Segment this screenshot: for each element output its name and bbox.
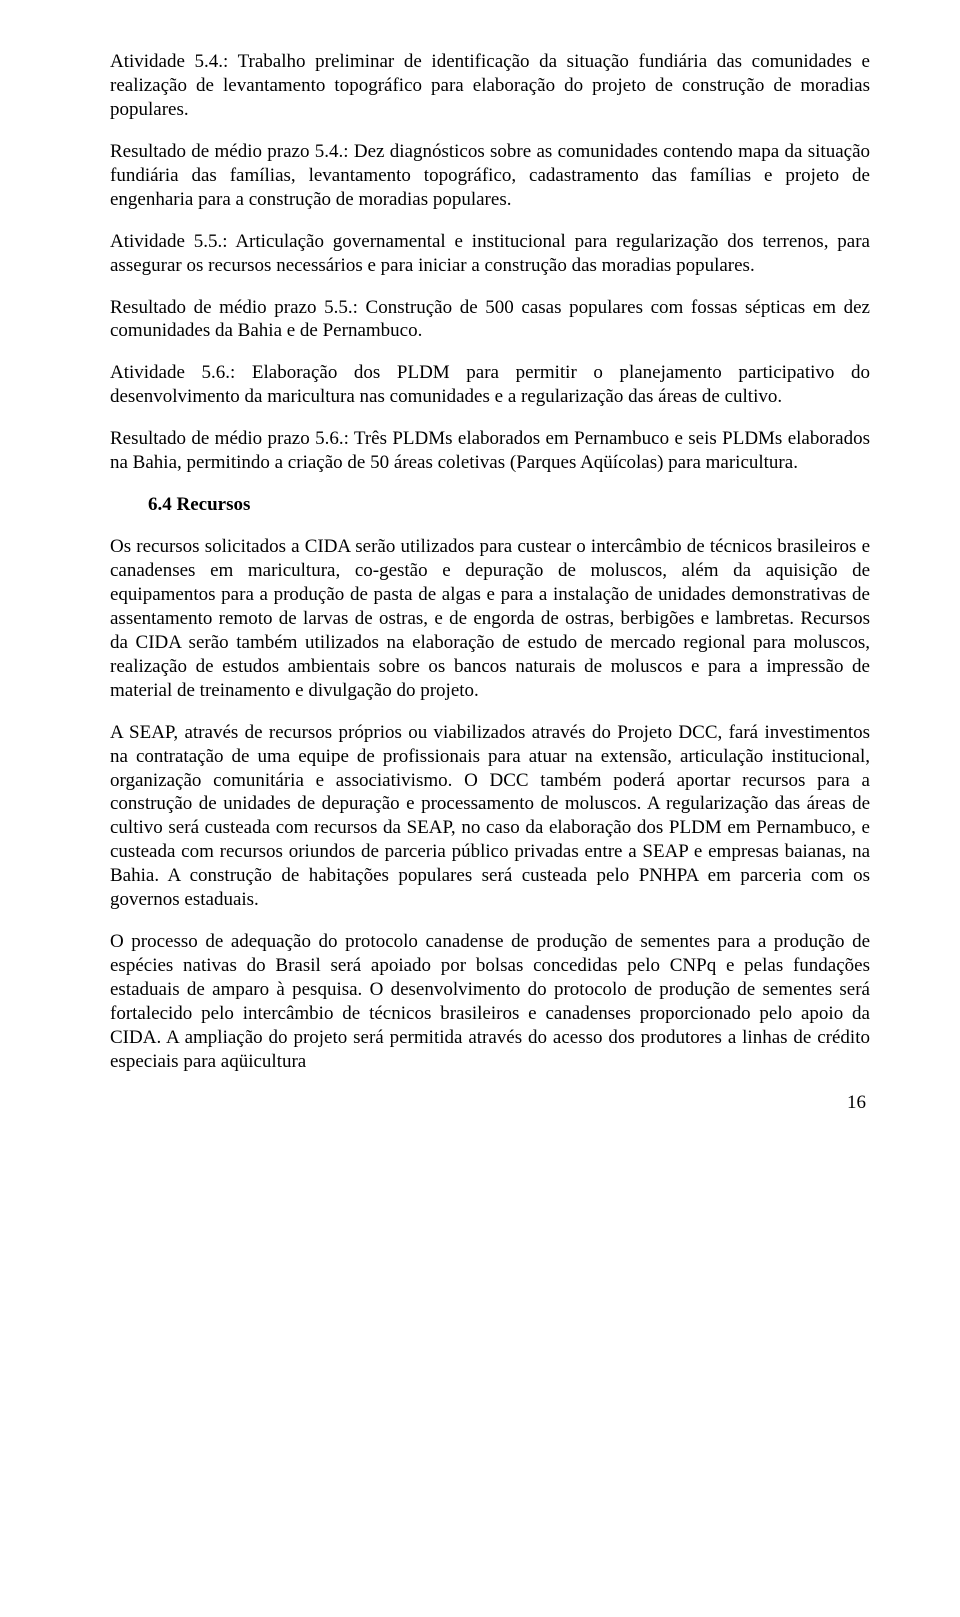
paragraph-activity-5-5: Atividade 5.5.: Articulação governamenta… (110, 230, 870, 278)
page-number: 16 (110, 1092, 870, 1114)
paragraph-result-5-4: Resultado de médio prazo 5.4.: Dez diagn… (110, 140, 870, 212)
paragraph-resources-1: Os recursos solicitados a CIDA serão uti… (110, 535, 870, 703)
paragraph-result-5-6: Resultado de médio prazo 5.6.: Três PLDM… (110, 427, 870, 475)
paragraph-result-5-5: Resultado de médio prazo 5.5.: Construçã… (110, 296, 870, 344)
document-page: Atividade 5.4.: Trabalho preliminar de i… (0, 0, 960, 1154)
paragraph-activity-5-4: Atividade 5.4.: Trabalho preliminar de i… (110, 50, 870, 122)
paragraph-resources-2: A SEAP, através de recursos próprios ou … (110, 721, 870, 913)
paragraph-activity-5-6: Atividade 5.6.: Elaboração dos PLDM para… (110, 361, 870, 409)
paragraph-resources-3: O processo de adequação do protocolo can… (110, 930, 870, 1074)
section-heading-6-4: 6.4 Recursos (110, 493, 870, 517)
